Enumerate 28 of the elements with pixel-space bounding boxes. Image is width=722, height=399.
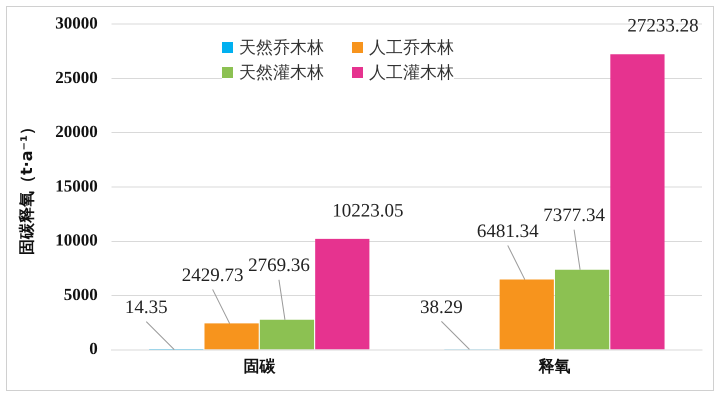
- data-label: 6481.34: [476, 220, 540, 242]
- data-label: 2769.36: [248, 255, 310, 276]
- y-tick-label: 25000: [55, 68, 98, 87]
- bar: [260, 320, 314, 350]
- y-tick-label: 0: [89, 339, 98, 358]
- y-tick-label: 20000: [55, 122, 98, 142]
- x-tick-label: 释氧: [537, 356, 570, 376]
- x-tick-label: 固碳: [243, 356, 276, 376]
- data-label: 38.29: [420, 296, 463, 318]
- legend-label: 天然灌木林: [238, 62, 324, 84]
- data-label: 14.35: [124, 297, 168, 318]
- legend-label: 天然乔木林: [238, 37, 324, 59]
- legend-label: 人工乔木林: [368, 37, 454, 59]
- y-tick-label: 10000: [55, 230, 98, 250]
- bar: [204, 323, 259, 350]
- bar: [315, 238, 370, 350]
- data-label: 10223.05: [332, 200, 404, 222]
- bar: [554, 270, 610, 350]
- y-tick-label: 30000: [55, 14, 98, 33]
- data-label: 27233.28: [627, 16, 699, 37]
- y-tick-label: 15000: [55, 176, 98, 196]
- bar: [500, 279, 554, 350]
- data-label: 7377.34: [543, 205, 606, 226]
- data-label: 2429.73: [182, 264, 244, 286]
- legend-label: 人工灌木林: [368, 62, 454, 84]
- y-tick-label: 5000: [64, 284, 98, 304]
- bar: [610, 54, 665, 350]
- y-axis-title: 固碳释氧（t·a⁻¹）: [16, 119, 36, 255]
